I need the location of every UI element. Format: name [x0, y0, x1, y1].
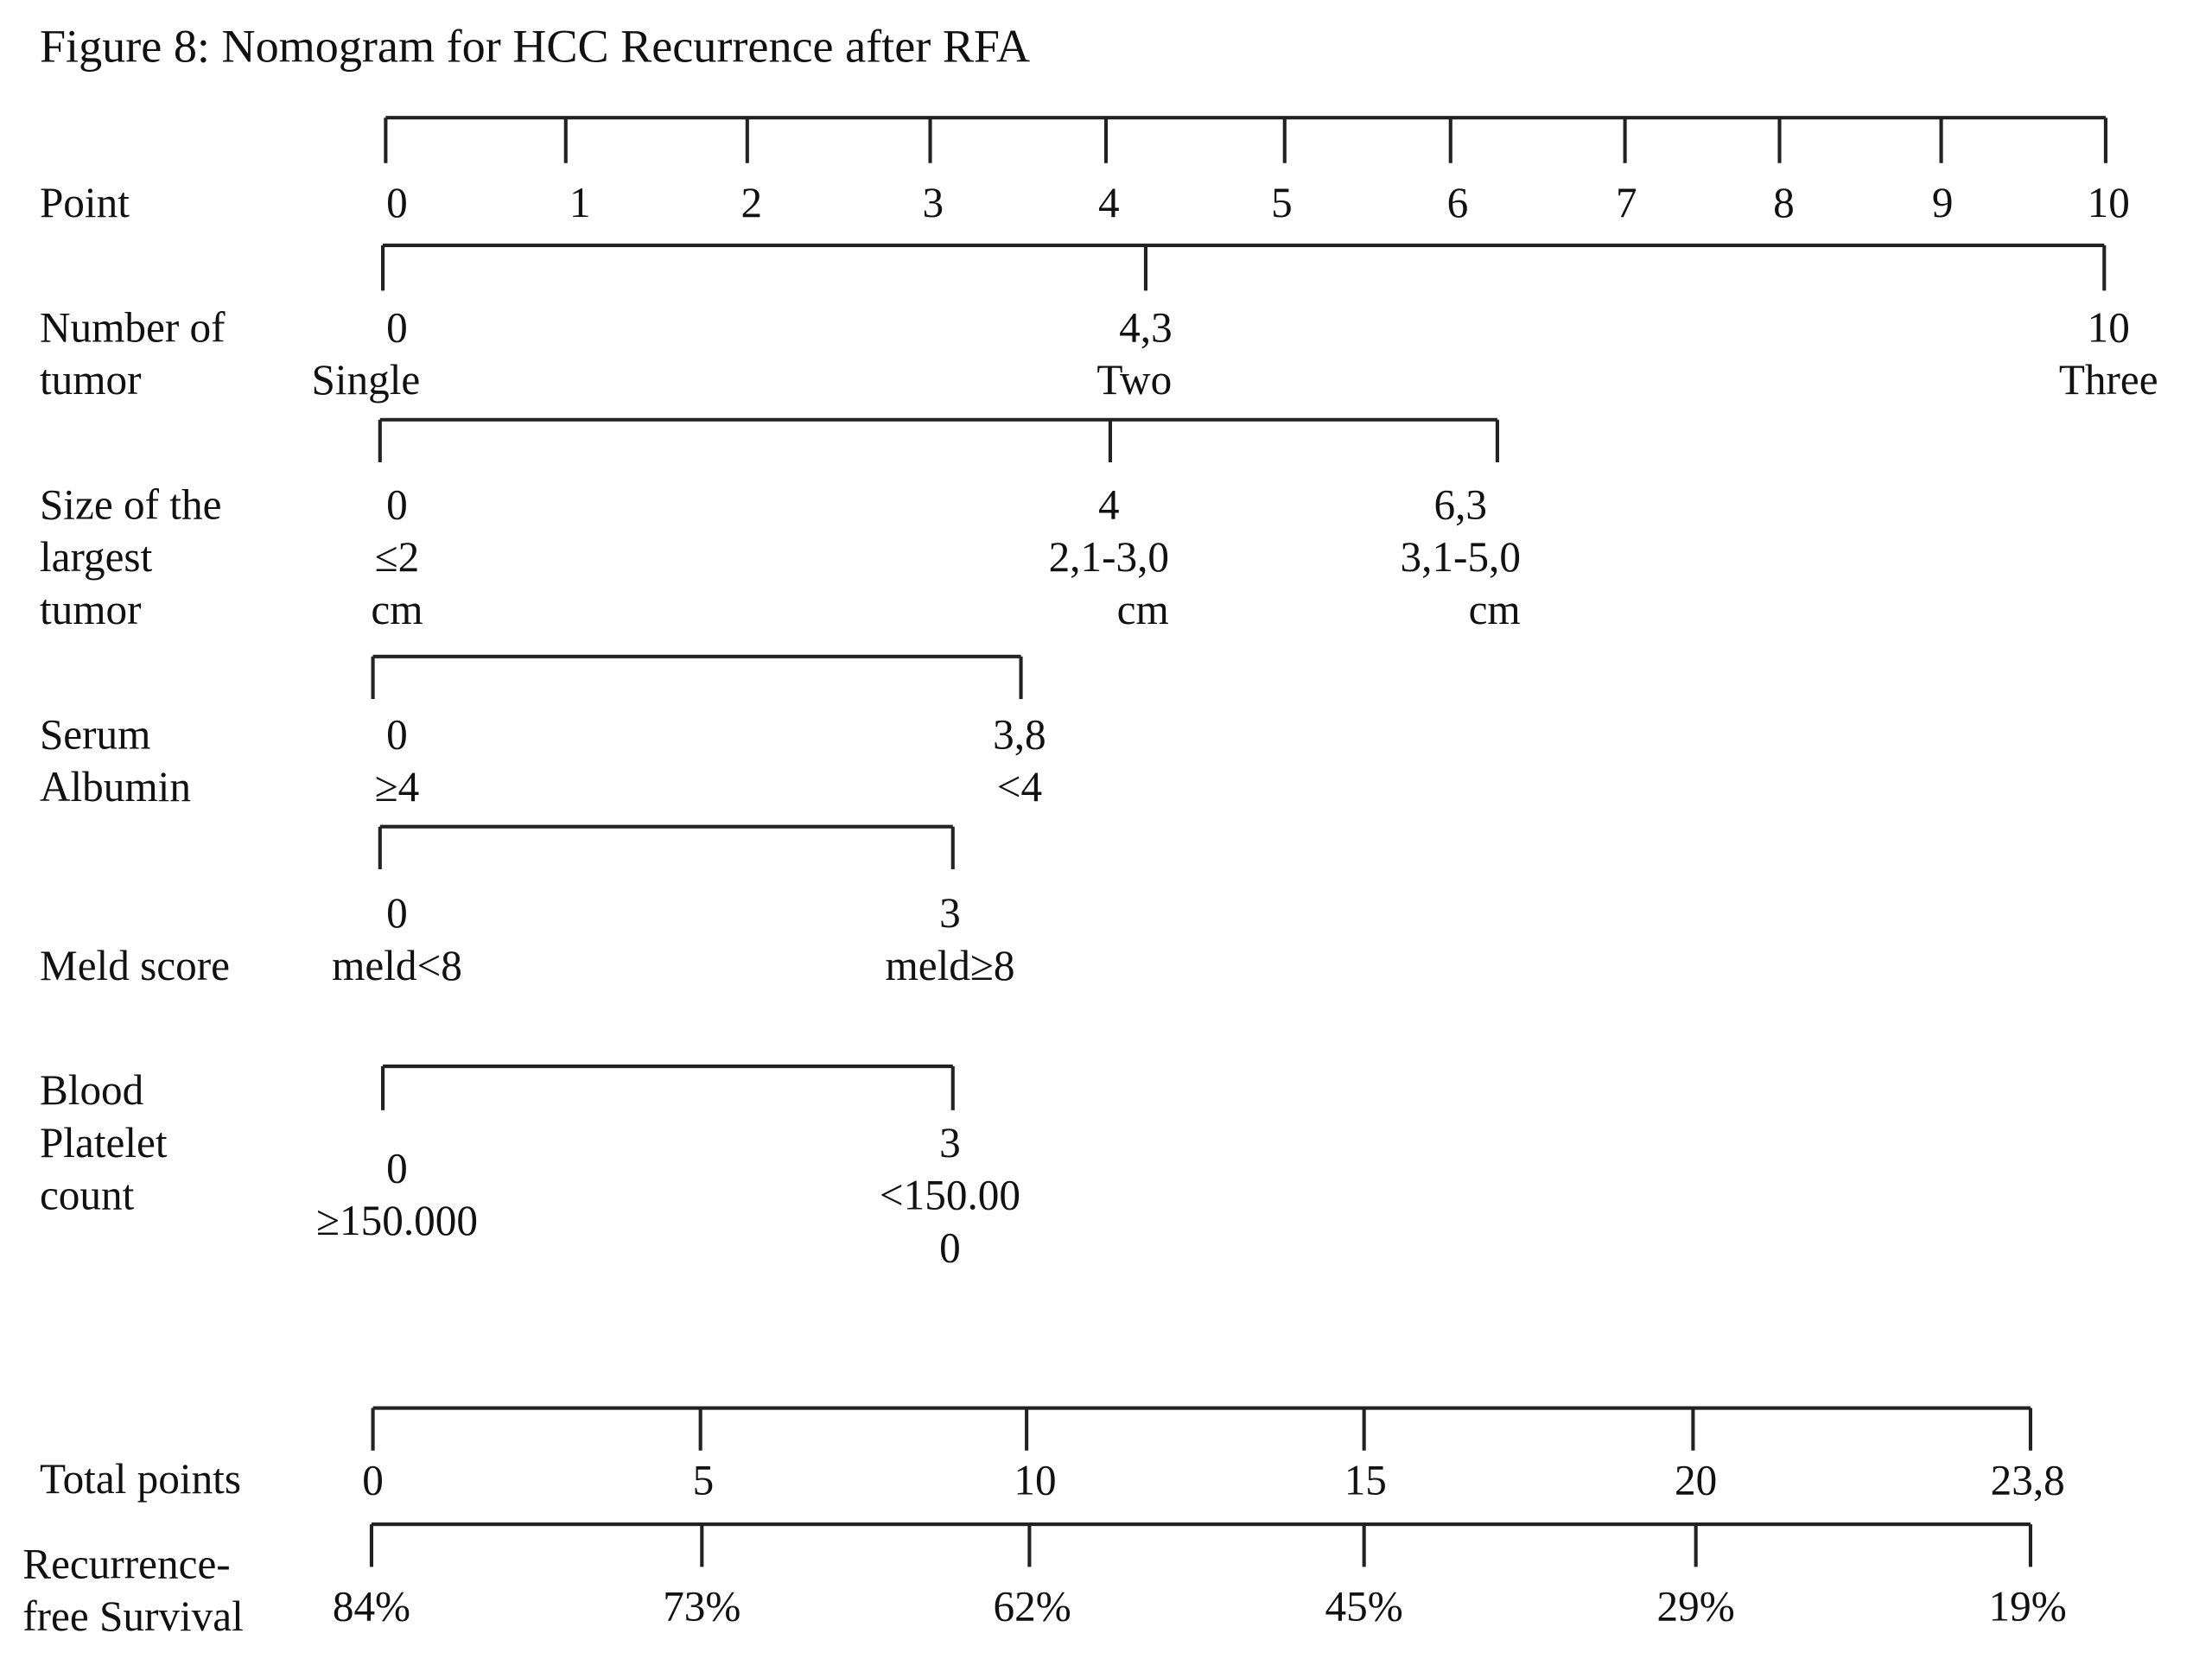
- tick-label: 2: [741, 179, 762, 226]
- tick-label: meld<8: [332, 942, 462, 989]
- tick-label: 3,1-5,0: [1401, 533, 1521, 581]
- tick-label: 0: [939, 1224, 961, 1271]
- tick-label: 20: [1675, 1456, 1717, 1503]
- tick-label: 0: [386, 889, 408, 937]
- tick-label: 3,8: [993, 710, 1046, 758]
- tick-label: 15: [1344, 1456, 1387, 1503]
- tick-label: 7: [1616, 179, 1637, 226]
- tick-label: 3: [939, 1119, 961, 1166]
- tick-label: ≤2: [375, 533, 420, 581]
- tick-label: 45%: [1325, 1583, 1403, 1630]
- row-label: free Survival: [22, 1592, 244, 1640]
- tick-label: 0: [362, 1456, 384, 1503]
- tick-label: 84%: [333, 1583, 410, 1630]
- tick-label: 9: [1932, 179, 1954, 226]
- row-label: Serum: [40, 710, 151, 758]
- tick-label: 4: [1098, 179, 1120, 226]
- tick-label: 10: [1014, 1456, 1056, 1503]
- row-label: Albumin: [40, 763, 191, 810]
- tick-label: cm: [371, 586, 423, 633]
- row-label: tumor: [40, 356, 142, 404]
- row-label: tumor: [40, 586, 142, 633]
- figure-title: Figure 8: Nomogram for HCC Recurrence af…: [40, 20, 1030, 72]
- tick-label: cm: [1117, 586, 1169, 633]
- tick-label: 2,1-3,0: [1049, 533, 1169, 581]
- tick-label: 1: [569, 179, 591, 226]
- tick-label: 6,3: [1433, 480, 1487, 528]
- tick-label: 62%: [994, 1583, 1071, 1630]
- tick-label: 8: [1773, 179, 1795, 226]
- tick-label: Single: [311, 356, 420, 404]
- tick-label: 6: [1447, 179, 1469, 226]
- tick-label: 23,8: [1991, 1456, 2065, 1503]
- tick-label: <150.00: [880, 1172, 1020, 1219]
- row-label: Platelet: [40, 1119, 168, 1166]
- row-label: Meld score: [40, 942, 230, 989]
- tick-label: 3: [922, 179, 944, 226]
- tick-label: 0: [386, 1144, 408, 1192]
- row-label: count: [40, 1172, 135, 1219]
- row-label: Point: [40, 179, 130, 226]
- tick-label: 29%: [1657, 1583, 1735, 1630]
- row-label: Number of: [40, 303, 226, 351]
- row-label: Size of the: [40, 480, 221, 528]
- tick-label: Two: [1096, 356, 1172, 404]
- row-label: Recurrence-: [22, 1540, 230, 1587]
- tick-label: 10: [2088, 179, 2130, 226]
- tick-label: 0: [386, 480, 408, 528]
- row-label: Total points: [40, 1455, 241, 1503]
- tick-label: 3: [939, 889, 961, 937]
- tick-label: cm: [1469, 586, 1521, 633]
- tick-label: Three: [2059, 356, 2158, 404]
- tick-label: 4: [1098, 480, 1120, 528]
- tick-label: 73%: [663, 1583, 741, 1630]
- row-label: largest: [40, 533, 153, 581]
- tick-label: meld≥8: [885, 942, 1014, 989]
- tick-label: 4,3: [1119, 303, 1173, 351]
- tick-label: 5: [693, 1456, 715, 1503]
- tick-label: 19%: [1989, 1583, 2067, 1630]
- tick-label: ≥4: [375, 763, 420, 810]
- tick-label: 0: [386, 303, 408, 351]
- tick-label: 0: [386, 710, 408, 758]
- row-label: Blood: [40, 1066, 144, 1114]
- tick-label: 0: [386, 179, 408, 226]
- tick-label: 5: [1271, 179, 1293, 226]
- tick-label: 10: [2088, 303, 2130, 351]
- tick-label: <4: [997, 763, 1042, 810]
- tick-label: ≥150.000: [316, 1197, 478, 1244]
